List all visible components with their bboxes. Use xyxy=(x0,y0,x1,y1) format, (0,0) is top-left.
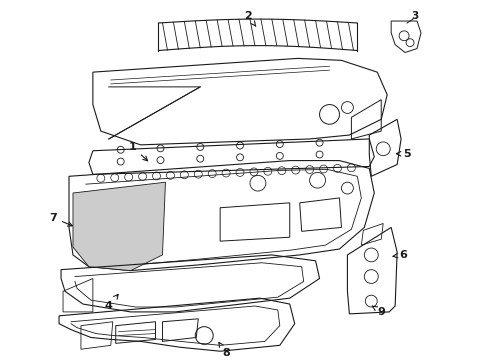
Polygon shape xyxy=(73,182,166,271)
Text: 5: 5 xyxy=(396,149,411,159)
Text: 8: 8 xyxy=(219,342,230,358)
Text: 3: 3 xyxy=(412,11,418,21)
Text: 7: 7 xyxy=(49,212,72,226)
Text: 2: 2 xyxy=(244,11,256,26)
Text: 1: 1 xyxy=(129,142,147,161)
Text: 6: 6 xyxy=(393,250,407,260)
Text: 9: 9 xyxy=(372,306,385,317)
Text: 4: 4 xyxy=(105,294,118,311)
